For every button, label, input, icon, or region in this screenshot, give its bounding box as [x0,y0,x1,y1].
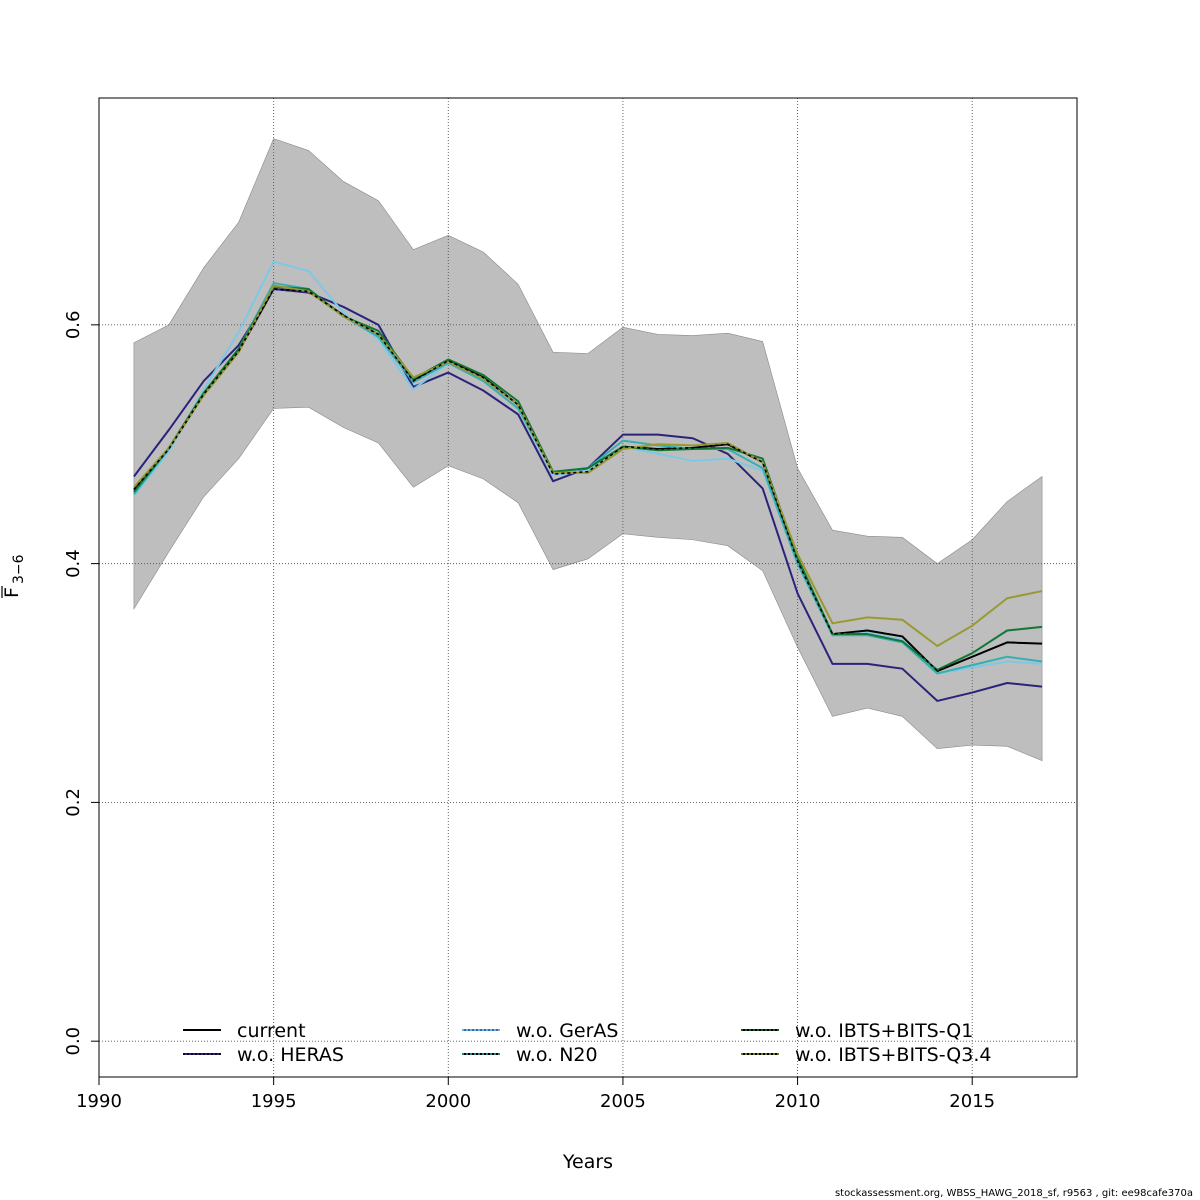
series-layer [133,260,1043,702]
legend-label-3: w.o. N20 [516,1044,598,1066]
confidence-band-layer [133,138,1043,762]
series-line-current-overlay [133,288,1043,673]
x-tick-label-1995: 1995 [251,1091,297,1112]
legend-entry-2: w.o. GerAS [462,1020,619,1042]
x-tick-label-2015: 2015 [949,1091,995,1112]
x-axis-title: Years [562,1151,613,1173]
legend-label-1: w.o. HERAS [237,1044,344,1066]
legend-label-2: w.o. GerAS [516,1020,619,1042]
y-axis-title-main: F [1,587,23,598]
y-axis-title: F 3−6 [1,554,27,598]
legend-entry-1: w.o. HERAS [183,1044,344,1066]
y-tick-label-0.2: 0.2 [63,788,84,817]
y-axis-title-subscript: 3−6 [11,554,27,584]
y-tick-label-0.4: 0.4 [63,549,84,578]
x-tick-label-2010: 2010 [775,1091,821,1112]
legend-entry-4: w.o. IBTS+BITS-Q1 [741,1020,973,1042]
x-tick-label-2005: 2005 [600,1091,646,1112]
legend-entry-0: current [183,1020,306,1042]
x-tick-label-1990: 1990 [76,1091,122,1112]
legend-label-5: w.o. IBTS+BITS-Q3.4 [795,1044,991,1066]
series-line-5 [133,284,1043,648]
legend-label-4: w.o. IBTS+BITS-Q1 [795,1020,973,1042]
y-axis-title-group: F 3−6 [1,554,27,598]
y-tick-label-0.6: 0.6 [63,311,84,340]
legend-label-0: current [237,1020,306,1042]
legend-entry-3: w.o. N20 [462,1044,598,1066]
axes: 1990 1995 2000 2005 2010 2015 0.0 0.2 0.4 0.6 [63,311,995,1112]
footer-credit: stockassessment.org, WBSS_HAWG_2018_sf, … [835,1188,1193,1199]
x-tick-label-2000: 2000 [425,1091,471,1112]
confidence-band [133,138,1043,762]
legend-entry-5: w.o. IBTS+BITS-Q3.4 [741,1044,991,1066]
series-line-2 [133,260,1043,675]
y-tick-label-0.0: 0.0 [63,1027,84,1056]
